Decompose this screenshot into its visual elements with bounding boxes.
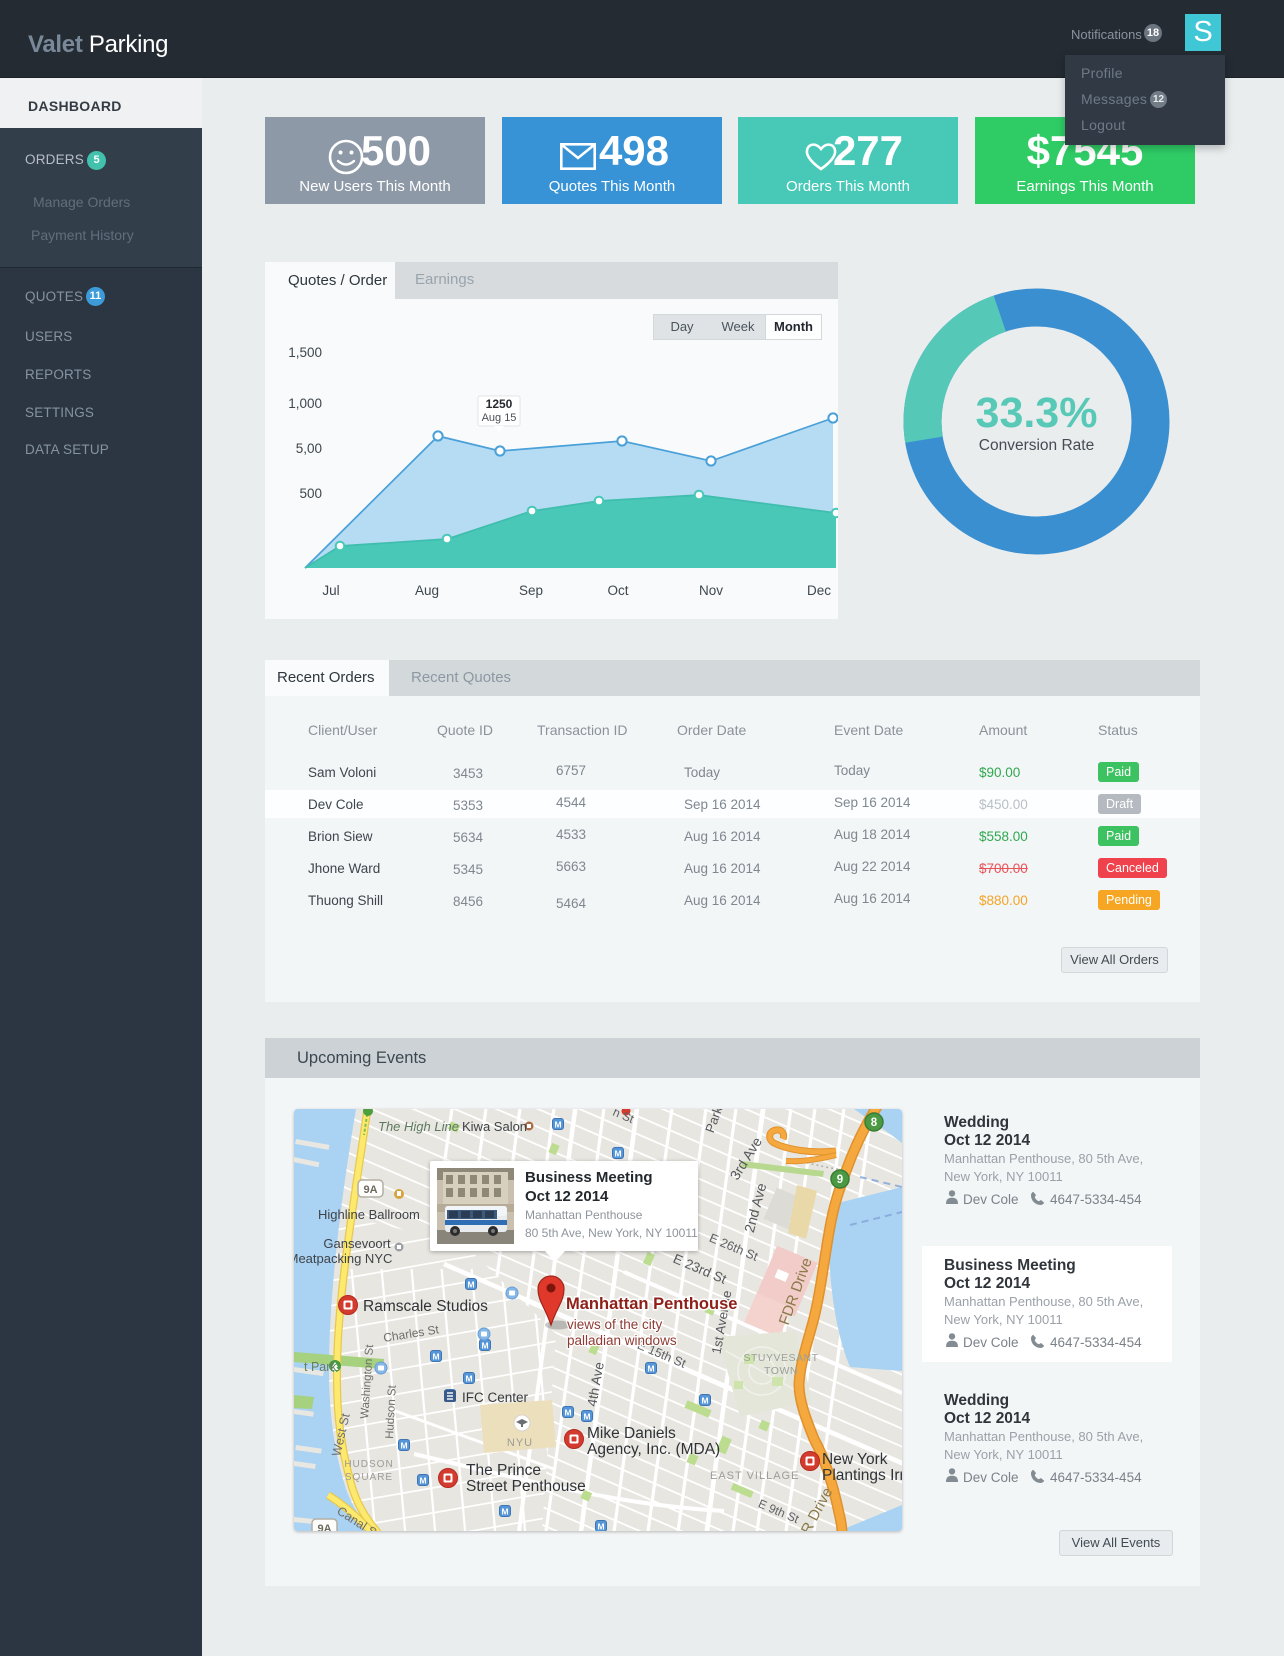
svg-text:M: M	[564, 1408, 571, 1418]
svg-text:M: M	[554, 1120, 561, 1130]
svg-text:Manhattan Penthouse: Manhattan Penthouse	[566, 1295, 737, 1313]
svg-text:Nov: Nov	[699, 583, 723, 598]
svg-text:1250: 1250	[486, 397, 513, 411]
svg-text:500: 500	[299, 486, 322, 501]
svg-text:M: M	[481, 1341, 488, 1351]
svg-text:t Park: t Park	[304, 1360, 337, 1374]
svg-text:M: M	[467, 1280, 474, 1290]
svg-text:HUDSON: HUDSON	[344, 1459, 393, 1470]
svg-text:Aug: Aug	[415, 583, 439, 598]
svg-text:Meatpacking NYC: Meatpacking NYC	[294, 1251, 392, 1266]
svg-text:8: 8	[871, 1117, 878, 1129]
svg-text:M: M	[583, 1412, 590, 1422]
svg-text:M: M	[501, 1507, 508, 1517]
svg-text:Hudson St: Hudson St	[384, 1384, 399, 1439]
svg-text:Jul: Jul	[322, 583, 339, 598]
svg-text:9A: 9A	[317, 1523, 331, 1531]
svg-text:Dec: Dec	[807, 583, 831, 598]
svg-text:Plantings Irr: Plantings Irr	[822, 1467, 902, 1484]
svg-text:The Prince: The Prince	[466, 1462, 541, 1479]
svg-text:Ramscale Studios: Ramscale Studios	[363, 1298, 488, 1315]
svg-text:M: M	[597, 1522, 604, 1532]
svg-text:SQUARE: SQUARE	[345, 1472, 393, 1483]
svg-text:Sep: Sep	[519, 583, 543, 598]
svg-text:TOWN: TOWN	[764, 1365, 798, 1377]
svg-text:Mike Daniels: Mike Daniels	[587, 1425, 676, 1442]
svg-text:STUYVESANT: STUYVESANT	[743, 1352, 818, 1364]
svg-text:NYU: NYU	[507, 1437, 533, 1449]
svg-text:Agency, Inc. (MDA): Agency, Inc. (MDA)	[587, 1441, 720, 1458]
svg-text:Aug 15: Aug 15	[482, 412, 517, 424]
svg-text:M: M	[419, 1476, 426, 1486]
svg-text:New York: New York	[822, 1451, 888, 1468]
svg-text:M: M	[701, 1396, 708, 1406]
svg-text:palladian windows: palladian windows	[567, 1333, 677, 1348]
svg-text:Oct: Oct	[607, 583, 628, 598]
svg-text:M: M	[614, 1149, 621, 1159]
svg-text:The High Line: The High Line	[378, 1119, 459, 1134]
svg-text:views of the city: views of the city	[567, 1317, 663, 1332]
svg-text:M: M	[647, 1364, 654, 1374]
svg-text:Washington St: Washington St	[359, 1343, 376, 1419]
svg-text:5,00: 5,00	[296, 441, 322, 456]
svg-text:IFC Center: IFC Center	[462, 1390, 529, 1405]
svg-text:M: M	[465, 1374, 472, 1384]
svg-text:9A: 9A	[363, 1184, 377, 1196]
svg-text:M: M	[432, 1352, 439, 1362]
svg-text:1,000: 1,000	[288, 396, 322, 411]
svg-text:9: 9	[837, 1174, 843, 1186]
svg-text:Highline Ballroom: Highline Ballroom	[318, 1207, 420, 1222]
svg-text:EAST VILLAGE: EAST VILLAGE	[710, 1470, 799, 1482]
svg-text:M: M	[400, 1441, 407, 1451]
svg-text:Street Penthouse: Street Penthouse	[466, 1478, 586, 1495]
svg-text:Kiwa Salon: Kiwa Salon	[462, 1119, 527, 1134]
svg-text:Gansevoort: Gansevoort	[323, 1236, 391, 1251]
svg-text:1,500: 1,500	[288, 345, 322, 360]
